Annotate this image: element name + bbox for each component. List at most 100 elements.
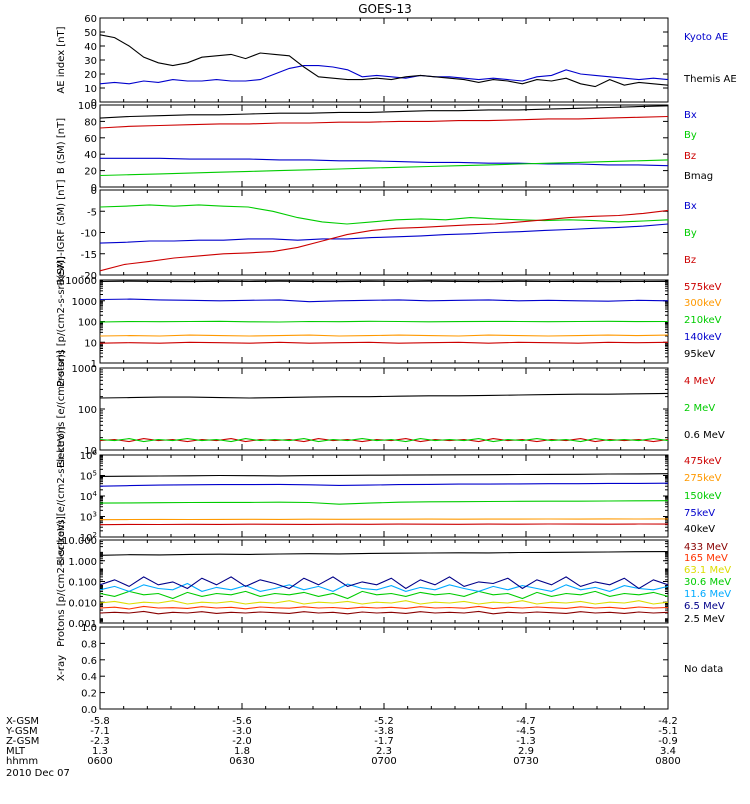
series-line <box>100 601 668 604</box>
y-tick-label: 60 <box>84 134 97 145</box>
legend-entry: 575keV <box>684 282 722 293</box>
legend-entry: 2.5 MeV <box>684 614 725 625</box>
panel-frame <box>100 105 668 187</box>
y-tick-label: 1.000 <box>68 557 97 568</box>
y-tick-label: 1000 <box>72 364 97 375</box>
y-tick-label: 20 <box>84 70 97 81</box>
ephemeris-label: hhmm <box>6 756 38 767</box>
legend-entry: 40keV <box>684 524 715 535</box>
y-tick-label: 0.4 <box>81 672 97 683</box>
y-tick-label: 40 <box>84 150 97 161</box>
y-tick-label: 1.0 <box>81 623 97 634</box>
series-line <box>100 577 668 589</box>
legend-entry: 30.6 MeV <box>684 577 731 588</box>
legend-entry: Bz <box>684 151 696 162</box>
panel-frame <box>100 18 668 102</box>
legend-entry: 6.5 MeV <box>684 601 725 612</box>
ephemeris-value: 0730 <box>513 756 538 767</box>
panel-frame <box>100 190 668 275</box>
legend-entry: 140keV <box>684 332 722 343</box>
legend-entry: 4 MeV <box>684 376 715 387</box>
y-axis-label: B (SM) [nT] <box>56 118 67 174</box>
y-tick-label: 20 <box>84 167 97 178</box>
legend-entry: 2 MeV <box>684 403 715 414</box>
legend-entry: 63.1 MeV <box>684 565 731 576</box>
legend-entry: By <box>684 228 697 239</box>
y-tick-label: 106 <box>80 449 98 462</box>
series-line <box>100 160 668 176</box>
series-line <box>100 474 668 477</box>
legend-entry: Bx <box>684 110 697 121</box>
legend-entry: 95keV <box>684 349 715 360</box>
y-axis-label: X-ray <box>56 655 67 681</box>
series-line <box>100 321 668 322</box>
y-tick-label: 10000 <box>65 276 97 287</box>
legend-entry: 0.6 MeV <box>684 430 725 441</box>
y-tick-label: 30 <box>84 56 97 67</box>
y-tick-label: 100 <box>78 101 97 112</box>
series-line <box>100 66 668 84</box>
legend-entry: Themis AE <box>683 74 737 85</box>
ephemeris-value: 0800 <box>655 756 680 767</box>
plot-title: GOES-13 <box>358 2 412 16</box>
series-line <box>100 335 668 336</box>
legend-entry: 210keV <box>684 315 722 326</box>
legend-entry: Bmag <box>684 171 713 182</box>
y-tick-label: 104 <box>80 490 98 503</box>
ephemeris-value: 0600 <box>87 756 112 767</box>
y-tick-label: 100 <box>78 405 97 416</box>
y-tick-label: 100 <box>78 318 97 329</box>
y-tick-label: 10 <box>84 338 97 349</box>
y-tick-label: 105 <box>80 470 97 483</box>
legend-entry: Kyoto AE <box>684 32 728 43</box>
legend-entry: By <box>684 130 697 141</box>
date-label: 2010 Dec 07 <box>6 768 70 779</box>
series-line <box>100 205 668 224</box>
legend-entry: Bz <box>684 255 696 266</box>
legend-entry: 300keV <box>684 298 722 309</box>
y-tick-label: 50 <box>84 28 97 39</box>
y-tick-label: 10 <box>84 84 97 95</box>
y-tick-label: -10 <box>81 229 97 240</box>
series-line <box>100 117 668 129</box>
no-data-note: No data <box>684 664 723 675</box>
y-tick-label: 0.2 <box>81 689 97 700</box>
ephemeris-value: 0700 <box>371 756 396 767</box>
series-line <box>100 35 668 87</box>
series-line <box>100 552 668 556</box>
y-tick-label: 0.0 <box>81 705 97 716</box>
legend-entry: Bx <box>684 201 697 212</box>
series-line <box>100 606 668 609</box>
series-line <box>100 519 668 520</box>
y-tick-label: 0 <box>91 186 97 197</box>
legend-entry: 275keV <box>684 473 722 484</box>
y-tick-label: 0.6 <box>81 656 97 667</box>
y-axis-label: Protons [p/(cm2-s-sr-keV)] <box>56 516 67 647</box>
panel-frame <box>100 627 668 709</box>
series-line <box>100 501 668 505</box>
y-tick-label: 0.8 <box>81 639 97 650</box>
series-line <box>100 524 668 525</box>
legend-entry: 433 MeV <box>684 542 728 553</box>
ephemeris-value: 0630 <box>229 756 254 767</box>
y-tick-label: 1000 <box>72 297 97 308</box>
legend-entry: 75keV <box>684 508 715 519</box>
y-tick-label: 40 <box>84 42 97 53</box>
legend-entry: 11.6 MeV <box>684 589 731 600</box>
legend-entry: 475keV <box>684 456 722 467</box>
y-tick-label: 10.000 <box>62 536 97 547</box>
series-line <box>100 299 668 302</box>
legend-entry: 150keV <box>684 491 722 502</box>
series-line <box>100 224 668 243</box>
series-line <box>100 591 668 598</box>
y-tick-label: 0.100 <box>68 578 97 589</box>
y-tick-label: -5 <box>87 207 97 218</box>
y-tick-label: 103 <box>80 511 97 524</box>
series-line <box>100 611 668 613</box>
series-line <box>100 483 668 486</box>
panel-frame <box>100 368 668 450</box>
y-tick-label: 0.010 <box>68 598 97 609</box>
y-tick-label: -15 <box>81 250 97 261</box>
